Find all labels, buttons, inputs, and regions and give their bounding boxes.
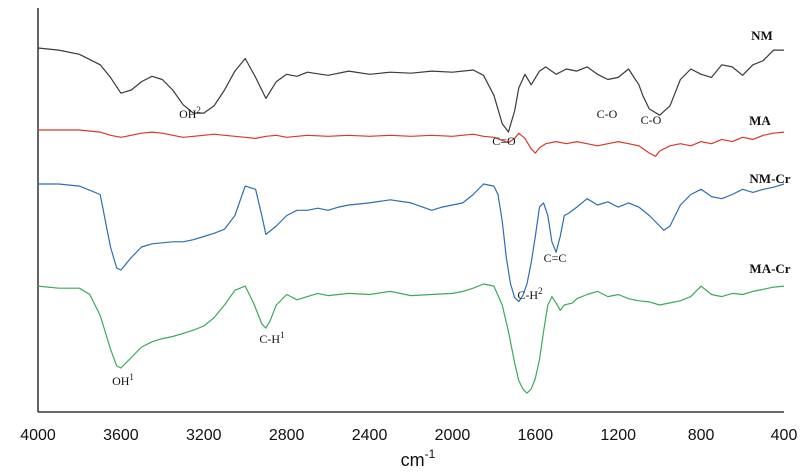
series-label-ma: MA [749,113,771,128]
peak-annotation: OH2 [179,105,201,121]
peak-annotation: C-O [597,107,618,121]
series-line-nm [37,47,784,133]
x-tick-label: 2000 [435,427,471,444]
x-axis-label: cm-1 [401,447,436,470]
series-labels: NM MA NM-Cr MA-Cr [749,28,791,276]
x-tick-label: 400 [771,427,798,444]
x-tick-label: 4000 [20,427,56,444]
x-tick-label: 800 [688,427,715,444]
peak-annotation: C-H1 [259,330,284,346]
series-line-nm-cr [38,183,785,303]
series-line-ma [38,129,785,157]
x-tick-label: 3600 [103,427,139,444]
series-label-ma-cr: MA-Cr [749,261,790,276]
peak-annotations: OH2 C=O C-O C-O C=C C-H2 C-H1 OH1 [112,105,662,388]
plot-area [37,8,784,413]
x-tick-label: 2400 [352,427,388,444]
peak-annotation: C=C [544,251,567,265]
x-tick-label: 1600 [518,427,554,444]
series-line-ma-cr [37,283,785,394]
x-tick-labels: 4000 3600 3200 2800 2400 2000 1600 1200 800 400 [20,427,797,444]
series-label-nm: NM [751,28,773,43]
peak-annotation: C-H2 [517,286,542,302]
x-tick-label: 2800 [269,427,305,444]
series-traces [37,47,785,394]
x-tick-label: 1200 [600,427,636,444]
series-label-nm-cr: NM-Cr [749,171,790,186]
x-tick-label: 3200 [186,427,222,444]
peak-annotation: C=O [492,134,516,148]
peak-annotation: C-O [641,113,662,127]
peak-annotation: OH1 [112,372,134,388]
